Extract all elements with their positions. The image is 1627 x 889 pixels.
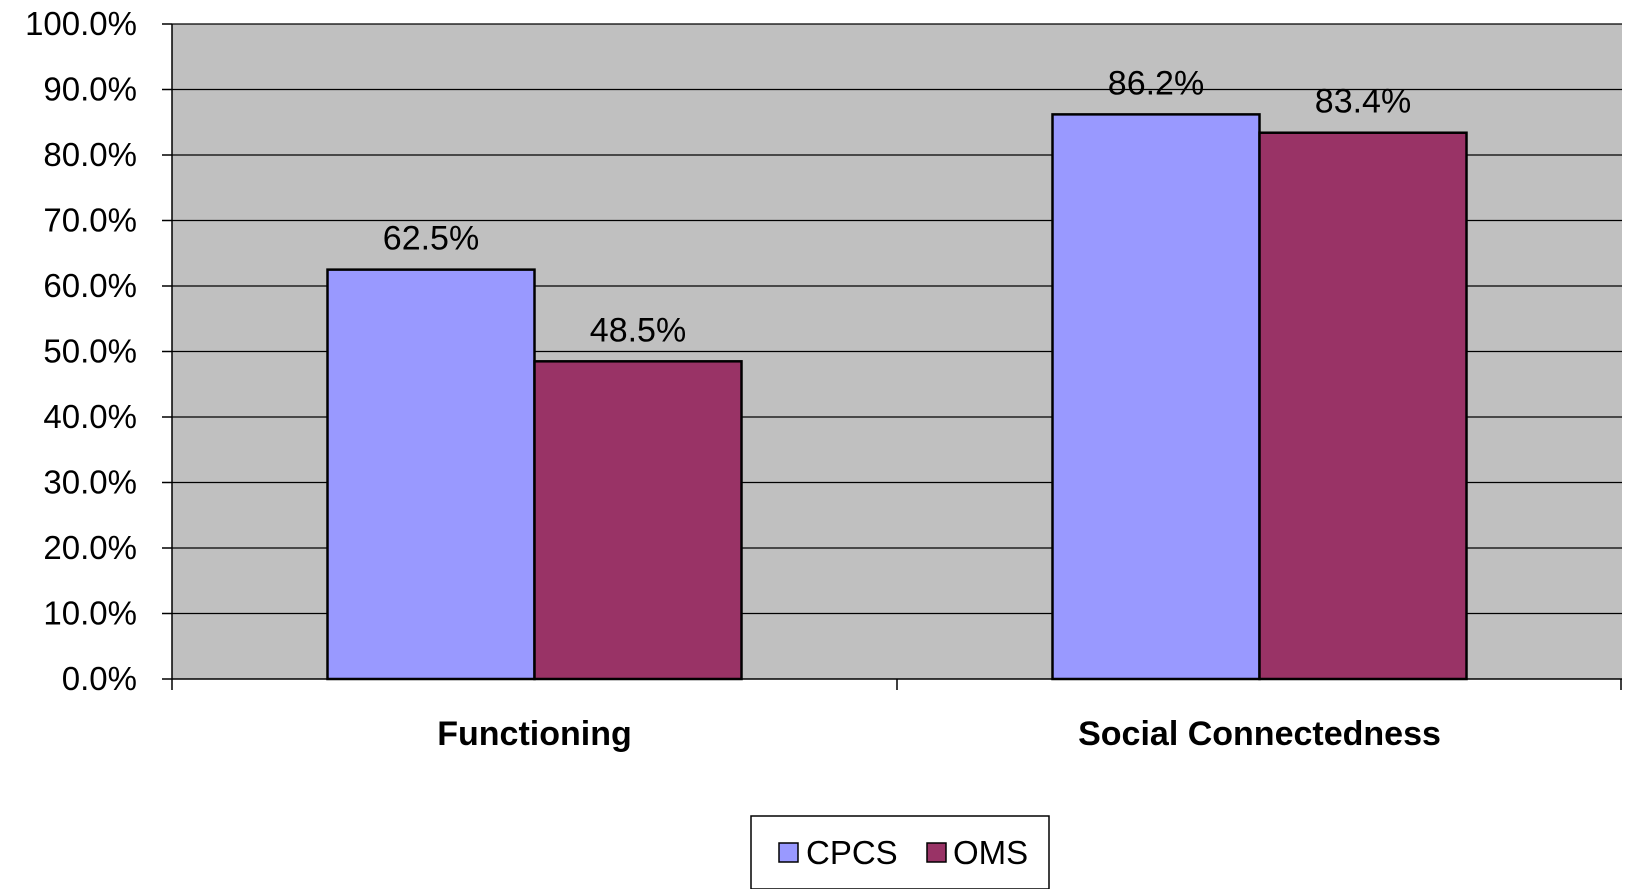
data-label: 86.2% (1108, 64, 1204, 102)
y-tick-label: 10.0% (43, 595, 137, 632)
bar-cpcs-functioning (326, 268, 536, 681)
y-tick-label: 90.0% (43, 71, 137, 108)
y-tick-label: 20.0% (43, 529, 137, 566)
data-label: 62.5% (383, 220, 479, 258)
data-label: 83.4% (1315, 83, 1411, 121)
legend: CPCS OMS (750, 815, 1050, 889)
data-label: 48.5% (590, 311, 686, 349)
y-tick-label: 30.0% (43, 464, 137, 501)
legend-swatch-cpcs (778, 842, 799, 863)
y-tick-label: 80.0% (43, 136, 137, 173)
legend-box (750, 815, 1050, 889)
bar-oms-social-connectedness (1258, 131, 1468, 681)
legend-swatch-oms (926, 842, 947, 863)
legend-label-oms: OMS (953, 834, 1028, 871)
y-tick-label: 50.0% (43, 333, 137, 370)
bar-oms-functioning (533, 360, 743, 681)
y-tick-label: 0.0% (62, 660, 137, 697)
bar-cpcs-social-connectedness (1051, 113, 1261, 681)
y-tick-label: 70.0% (43, 202, 137, 239)
axes: 0.0% 10.0% 20.0% 30.0% 40.0% 50.0% 60.0% 70.0% 8… (25, 5, 1622, 697)
x-category-label: Functioning (437, 715, 632, 753)
y-tick-label: 60.0% (43, 267, 137, 304)
y-tick-label: 40.0% (43, 398, 137, 435)
bars (326, 113, 1468, 681)
x-category-label: Social Connectedness (1078, 715, 1441, 753)
legend-label-cpcs: CPCS (806, 834, 898, 871)
labels: 62.5% 48.5% Functioning 86.2% 83.4% Social Co… (383, 64, 1441, 753)
y-tick-label: 100.0% (25, 5, 137, 42)
